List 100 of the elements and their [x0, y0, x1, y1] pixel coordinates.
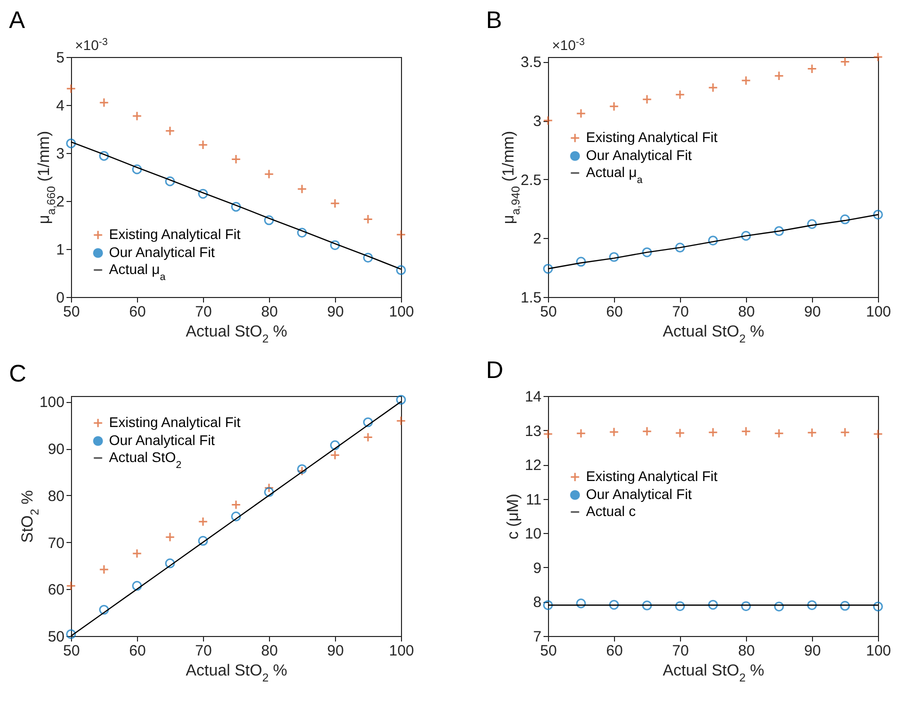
chart-title: A [9, 7, 26, 34]
point [396, 265, 406, 276]
x-axis-title: Actual StO$_{2}$ % [662, 662, 764, 684]
point [675, 428, 685, 438]
legend-label: Actual μ$_{a}$ [109, 261, 166, 282]
x-tick-label: 80 [738, 304, 755, 320]
x-tick-label: 60 [606, 304, 623, 320]
x-tick-label: 90 [327, 642, 344, 660]
y-tick-label: 3.5 [520, 54, 542, 72]
point [873, 210, 883, 220]
point [165, 176, 175, 186]
point [198, 516, 208, 527]
y-tick-label: 13 [524, 422, 542, 440]
point [807, 219, 817, 229]
point [330, 440, 340, 450]
x-axis-title: Actual StO$_{2}$ % [662, 324, 764, 346]
y-tick-label: 3 [56, 146, 64, 162]
point [675, 242, 685, 253]
x-tick-label: 80 [261, 304, 278, 320]
point [708, 600, 718, 610]
point [198, 536, 208, 546]
legend-label: Existing Analytical Fit [109, 414, 241, 430]
point [609, 427, 619, 437]
point [543, 116, 553, 126]
point [99, 98, 109, 108]
point [741, 76, 751, 86]
point [642, 247, 652, 258]
point [363, 432, 373, 442]
point [741, 230, 751, 241]
y-tick-label: 4 [56, 98, 64, 114]
point [297, 228, 307, 238]
chart-title: B [486, 7, 502, 34]
point [840, 600, 850, 611]
y-tick-label: 3 [533, 113, 542, 130]
x-tick-label: 70 [672, 642, 689, 660]
point [576, 598, 586, 608]
y-tick-label: 12 [524, 457, 542, 474]
text: ×10$^{-3}$ [75, 36, 108, 53]
x-tick-label: 70 [195, 304, 212, 320]
point [132, 548, 142, 558]
point [99, 150, 109, 161]
point [741, 601, 751, 612]
point [543, 429, 553, 439]
point [873, 429, 883, 439]
point [330, 240, 340, 250]
point [264, 487, 274, 498]
x-tick-label: 90 [804, 304, 821, 320]
point [840, 214, 850, 224]
legend-label: Existing Analytical Fit [586, 468, 718, 484]
point [807, 600, 817, 610]
point [675, 90, 685, 100]
legend-label: Our Analytical Fit [109, 432, 215, 448]
x-tick-label: 60 [129, 304, 146, 320]
x-axis-title: Actual StO$_{2}$ % [186, 662, 288, 684]
y-tick-label: 60 [48, 582, 64, 599]
y-tick-label: 11 [526, 491, 542, 508]
point [675, 601, 685, 612]
point [264, 482, 274, 493]
legend-label: Actual μ$_{a}$ [586, 164, 643, 186]
point [231, 500, 241, 510]
point [231, 202, 241, 212]
point [396, 230, 406, 240]
legend-label: Our Analytical Fit [109, 244, 215, 260]
point [396, 394, 406, 405]
point [363, 214, 373, 224]
point [708, 427, 718, 438]
point [774, 602, 784, 612]
point [873, 52, 883, 62]
x-tick-label: 80 [261, 642, 278, 660]
y-tick-label: 2 [533, 230, 542, 248]
point [132, 580, 142, 591]
point [609, 101, 619, 112]
y-tick-label: 90 [48, 441, 64, 458]
legend-label: Our Analytical Fit [586, 486, 692, 502]
point [330, 450, 340, 460]
y-tick-label: 5 [56, 50, 64, 66]
point [708, 82, 718, 93]
point [873, 602, 883, 612]
legend-label: Our Analytical Fit [586, 147, 692, 163]
x-tick-label: 90 [804, 642, 821, 660]
point [66, 84, 76, 94]
point [840, 56, 850, 67]
x-tick-label: 100 [866, 304, 892, 320]
y-tick-label: 80 [48, 488, 64, 505]
x-tick-label: 100 [388, 304, 414, 320]
x-tick-label: 100 [388, 642, 414, 660]
legend-label: Existing Analytical Fit [109, 226, 241, 242]
point [576, 108, 586, 118]
x-tick-label: 70 [672, 304, 689, 320]
x-axis-title: Actual StO$_{2}$ % [186, 324, 288, 346]
x-tick-label: 60 [606, 642, 623, 660]
point [642, 600, 652, 610]
y-tick-label: 1.5 [520, 290, 542, 306]
y-tick-label: 14 [524, 388, 542, 406]
point [198, 140, 208, 150]
point [642, 426, 652, 436]
point [231, 154, 241, 164]
point [363, 417, 373, 428]
point [609, 600, 619, 610]
point [66, 629, 76, 640]
